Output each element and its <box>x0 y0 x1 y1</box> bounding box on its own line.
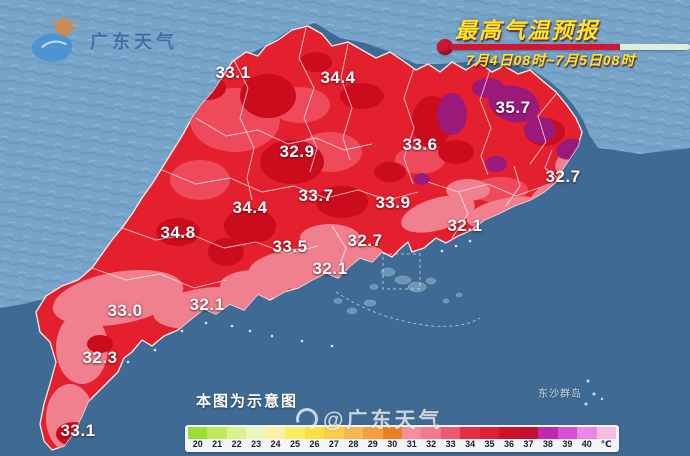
legend-cell: 20 <box>188 427 208 450</box>
legend-cell: ℃ <box>596 427 616 450</box>
dongsha-islands-label: 东沙群岛 <box>538 389 582 400</box>
estuary-dashed-box <box>382 253 421 290</box>
legend-cell: 39 <box>557 427 578 450</box>
thermometer-graphic <box>437 39 690 55</box>
legend-cell: 24 <box>265 427 286 450</box>
legend-cell: 40 <box>577 427 597 450</box>
legend-cells: 20 21 22 23 24 25 26 27 28 29 30 31 32 33 34 35 36 37 38 39… <box>188 427 616 450</box>
legend-cell: 32 <box>421 427 441 450</box>
legend-cell: 38 <box>538 427 558 450</box>
forecast-date-range: 7月4日08时~7月5日08时 <box>466 52 636 68</box>
map-title: 最高气温预报 <box>455 18 600 43</box>
legend-cell: 31 <box>401 427 422 450</box>
legend-cell: 36 <box>499 427 519 450</box>
temperature-legend: 20 21 22 23 24 25 26 27 28 29 30 31 32 33 34 35 36 37 38 39… <box>185 425 619 452</box>
legend-cell: 21 <box>207 427 227 450</box>
thermometer-bulb <box>437 39 453 55</box>
legend-cell: 30 <box>382 427 402 450</box>
legend-cell: 37 <box>518 427 539 450</box>
prefecture-boundaries <box>91 27 561 289</box>
thermometer-fill <box>450 44 621 50</box>
legend-cell: 25 <box>285 427 305 450</box>
legend-cell: 33 <box>440 427 461 450</box>
legend-cell: 26 <box>304 427 325 450</box>
dongsha-islands-specks <box>584 379 604 406</box>
legend-cell: 34 <box>460 427 480 450</box>
guangdong-weather-logo: 广东天气 <box>28 16 178 66</box>
legend-cell: 29 <box>363 427 383 450</box>
thermometer-tube <box>450 44 690 50</box>
schematic-note: 本图为示意图 <box>196 393 299 410</box>
sun-cloud-icon <box>31 16 79 62</box>
legend-cell: 35 <box>479 427 500 450</box>
legend-cell: 23 <box>246 427 266 450</box>
maritime-dashed-boundary <box>335 291 481 327</box>
legend-cell: 27 <box>324 427 344 450</box>
neighbouring-land <box>0 0 690 308</box>
small-islet-specks <box>126 239 472 364</box>
logo-text: 广东天气 <box>90 32 178 52</box>
legend-cell: 28 <box>343 427 364 450</box>
legend-cell: 22 <box>226 427 247 450</box>
